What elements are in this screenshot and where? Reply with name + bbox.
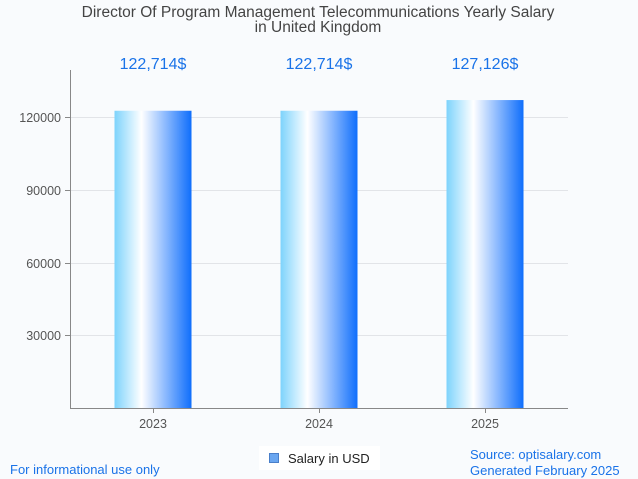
generated-text: Generated February 2025 xyxy=(470,463,620,478)
data-label: 122,714$ xyxy=(120,56,187,73)
y-tick-label: 120000 xyxy=(19,111,61,125)
bar-2024 xyxy=(280,110,358,408)
chart-title-line-1: Director Of Program Management Telecommu… xyxy=(82,4,555,21)
y-tick-label: 30000 xyxy=(26,329,61,343)
x-tick-label: 2025 xyxy=(471,417,499,431)
data-label: 122,714$ xyxy=(286,56,353,73)
chart-title-line-2: in United Kingdom xyxy=(255,19,382,36)
bar-2023 xyxy=(114,110,192,408)
legend-swatch-icon xyxy=(269,453,279,463)
source-text: Source: optisalary.com xyxy=(470,447,602,462)
source-block: Source: optisalary.com Generated Februar… xyxy=(470,447,620,479)
legend-label: Salary in USD xyxy=(288,450,370,466)
y-tick-label: 90000 xyxy=(26,184,61,198)
disclaimer-text: For informational use only xyxy=(10,462,160,477)
x-tick-label: 2023 xyxy=(139,417,167,431)
legend: Salary in USD xyxy=(259,446,380,470)
x-tick-label: 2024 xyxy=(305,417,333,431)
data-label: 127,126$ xyxy=(452,56,519,73)
y-tick-label: 60000 xyxy=(26,257,61,271)
bar-2025 xyxy=(446,100,524,409)
